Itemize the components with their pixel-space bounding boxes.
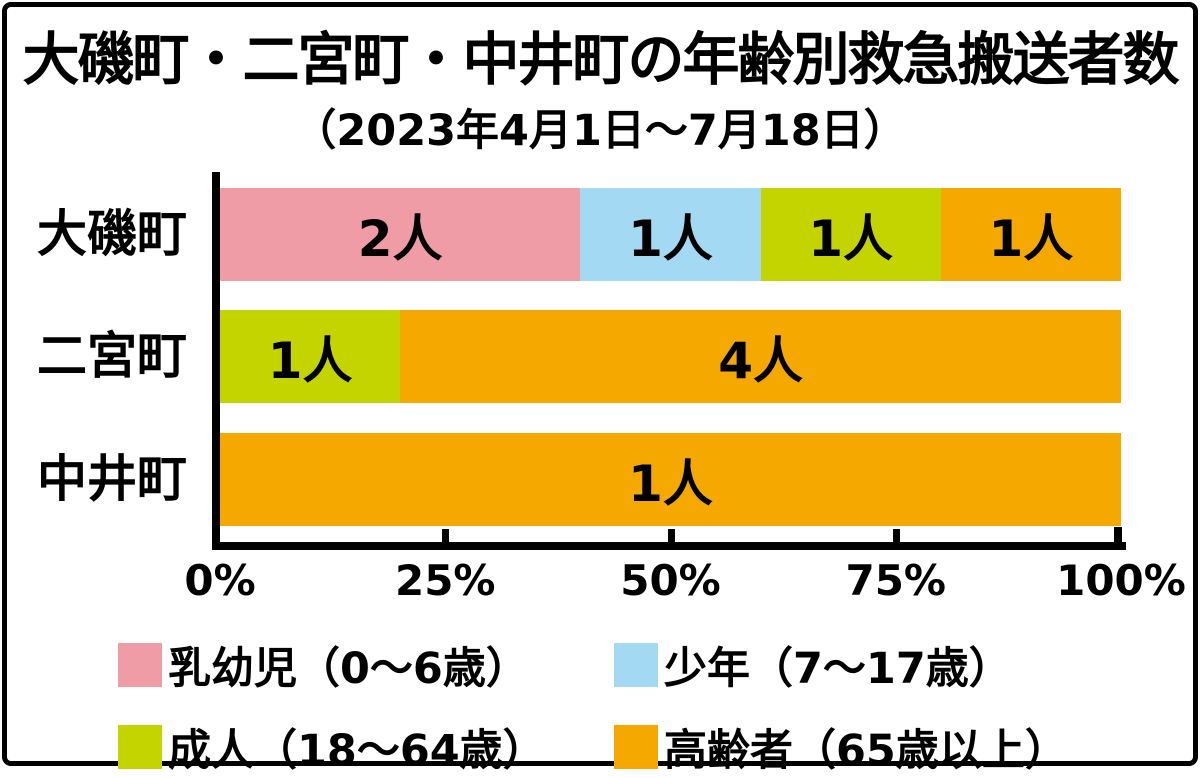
x-tick-mark — [442, 529, 449, 542]
bar-segment-value: 1人 — [628, 444, 713, 516]
legend-swatch-icon — [118, 725, 162, 769]
x-axis-line — [212, 542, 1126, 550]
category-label-1: 大磯町 — [18, 188, 206, 281]
legend-label: 少年（7〜17歳） — [664, 634, 1012, 696]
legend-item: 少年（7〜17歳） — [614, 634, 1068, 696]
legend-swatch-icon — [614, 725, 658, 769]
x-tick-label: 75% — [811, 556, 981, 605]
bar-segment-value: 2人 — [358, 199, 443, 271]
legend-item: 乳幼児（0〜6歳） — [118, 634, 614, 696]
x-tick-label: 25% — [360, 556, 530, 605]
legend-label: 高齢者（65歳以上） — [664, 716, 1068, 778]
legend-swatch-icon — [614, 643, 658, 687]
x-tick-mark — [668, 529, 675, 542]
legend-item: 高齢者（65歳以上） — [614, 716, 1068, 778]
x-tick-label: 50% — [586, 556, 756, 605]
legend-label: 成人（18〜64歳） — [168, 716, 546, 778]
bar-segment: 1人 — [220, 310, 400, 403]
x-tick-mark — [893, 529, 900, 542]
legend-item: 成人（18〜64歳） — [118, 716, 614, 778]
bar-segment: 1人 — [220, 433, 1121, 526]
bar-segment: 1人 — [580, 188, 760, 281]
bar-row-2: 1人 4人 — [220, 310, 1121, 403]
chart-subtitle: （2023年4月1日〜7月18日） — [0, 96, 1200, 158]
legend-swatch-icon — [118, 643, 162, 687]
bar-segment: 2人 — [220, 188, 580, 281]
chart-title: 大磯町・二宮町・中井町の年齢別救急搬送者数 — [0, 14, 1200, 96]
bar-row-3: 1人 — [220, 433, 1121, 526]
x-tick-label: 0% — [135, 556, 305, 605]
x-tick-label: 100% — [1036, 556, 1200, 605]
bar-segment-value: 1人 — [808, 199, 893, 271]
bar-segment-value: 1人 — [988, 199, 1073, 271]
bar-row-1: 2人 1人 1人 1人 — [220, 188, 1121, 281]
legend-label: 乳幼児（0〜6歳） — [168, 634, 529, 696]
x-tick-mark — [1114, 527, 1122, 542]
category-label-3: 中井町 — [18, 433, 206, 526]
bar-segment: 1人 — [761, 188, 941, 281]
y-axis-line — [212, 172, 220, 550]
bar-segment-value: 1人 — [628, 199, 713, 271]
bar-segment-value: 1人 — [268, 321, 353, 393]
bar-segment: 4人 — [400, 310, 1121, 403]
legend: 乳幼児（0〜6歳） 少年（7〜17歳） 成人（18〜64歳） 高齢者（65歳以上） — [118, 634, 1068, 778]
bar-segment-value: 4人 — [718, 321, 803, 393]
bar-segment: 1人 — [941, 188, 1121, 281]
category-label-2: 二宮町 — [18, 310, 206, 403]
